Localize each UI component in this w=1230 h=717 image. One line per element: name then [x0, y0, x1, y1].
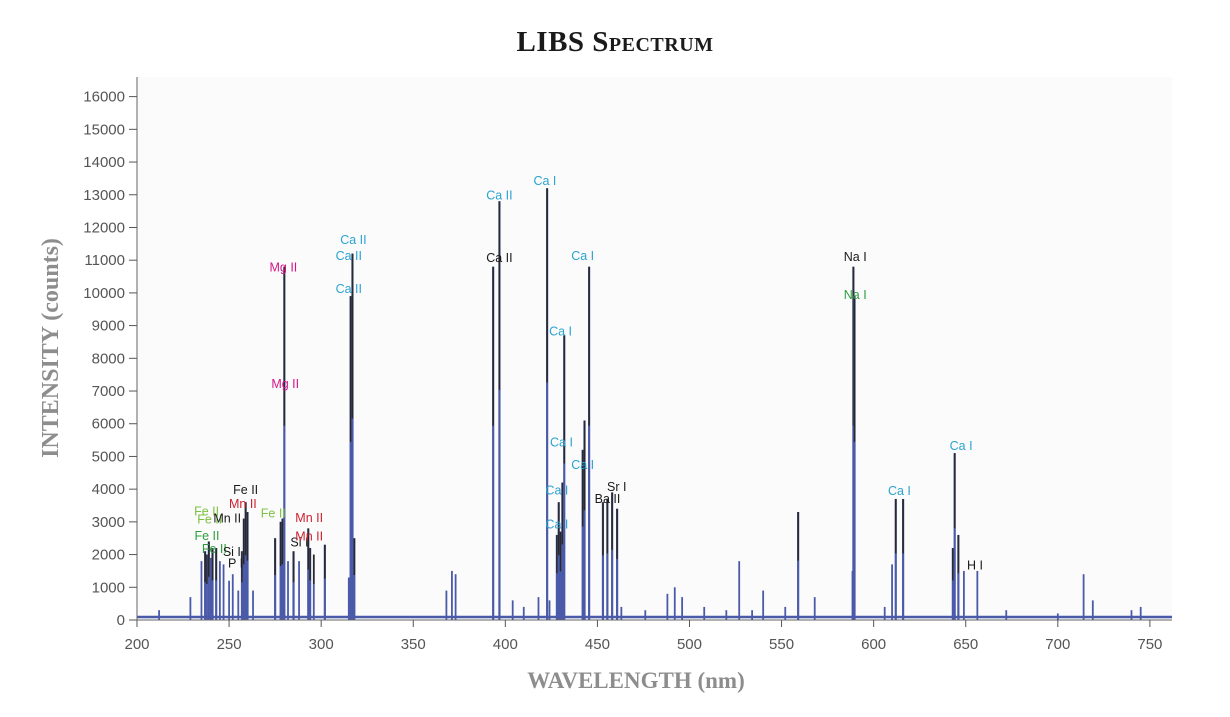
x-tick-label: 450 [585, 636, 610, 653]
x-tick-label: 300 [309, 636, 334, 653]
x-axis-title: WAVELENGTH (nm) [527, 668, 744, 693]
plot-area [137, 77, 1172, 620]
peak-label: Ca I [533, 174, 556, 188]
x-tick-label: 750 [1137, 636, 1162, 653]
peak-label: Ca II [486, 189, 512, 203]
peak-label: Ca I [571, 458, 594, 472]
peak-label: Ca I [545, 518, 568, 532]
y-tick-label: 0 [117, 612, 125, 629]
peak-label: Ca II [336, 282, 362, 296]
x-tick-label: 400 [493, 636, 518, 653]
peak-label: Ca I [549, 324, 572, 338]
y-tick-label: 5000 [92, 448, 125, 465]
peak-label: Ca II [336, 249, 362, 263]
x-tick-label: 350 [401, 636, 426, 653]
peak-label: Ca I [950, 439, 973, 453]
x-tick-label: 250 [217, 636, 242, 653]
peak-label: Si I [223, 545, 241, 559]
y-tick-label: 11000 [84, 252, 125, 269]
y-tick-label: 14000 [83, 154, 125, 171]
x-tick-label: 700 [1045, 636, 1070, 653]
axes-layer: 0 1000 2000 3000 4000 5000 6000 7000 8000 9000 100… [83, 77, 1172, 653]
peak-label: H I [967, 558, 983, 572]
y-tick-label: 2000 [92, 547, 125, 564]
x-tick-label: 500 [677, 636, 702, 653]
peak-label: P I [228, 557, 243, 571]
x-tick-label: 200 [124, 636, 149, 653]
peak-label: Ca I [888, 484, 911, 498]
peak-label: Ca II [340, 233, 366, 247]
peak-label: Mn II [213, 512, 241, 526]
chart-title: LIBS Spectrum [516, 26, 714, 58]
peak-label: Ca I [545, 483, 568, 497]
y-tick-label: 6000 [92, 416, 125, 433]
peak-label: Ca II [486, 251, 512, 265]
x-tick-label: 550 [769, 636, 794, 653]
x-tick-label: 600 [861, 636, 886, 653]
y-tick-label: 9000 [92, 318, 125, 335]
peak-label: Fe II [194, 529, 219, 543]
y-tick-label: 12000 [83, 219, 125, 236]
peak-label: Fe II [202, 542, 227, 556]
x-tick-label: 650 [953, 636, 978, 653]
peak-label: Mn II [295, 530, 323, 544]
peak-label: Na I [844, 288, 867, 302]
y-tick-label: 13000 [83, 187, 125, 204]
peak-label: Mg II [270, 261, 298, 275]
peak-label: Ca I [571, 249, 594, 263]
y-tick-label: 3000 [92, 514, 125, 531]
y-tick-label: 15000 [83, 121, 125, 138]
y-tick-label: 1000 [92, 579, 125, 596]
peak-label: Mn II [295, 511, 323, 525]
peak-label: Mg II [271, 377, 299, 391]
y-tick-label: 8000 [92, 350, 125, 367]
spectrum-layer [137, 188, 1172, 620]
peak-label: Na I [844, 250, 867, 264]
peak-label: Mn II [229, 497, 257, 511]
y-tick-label: 7000 [92, 383, 125, 400]
peak-label: Sr I [607, 480, 626, 494]
peak-label: Fe II [261, 507, 286, 521]
y-axis-title: INTENSITY (counts) [38, 238, 64, 458]
peak-label: Si I [290, 535, 308, 549]
peak-label: Ba II [595, 492, 621, 506]
y-tick-label: 10000 [83, 285, 125, 302]
peak-label: Fe II [233, 483, 258, 497]
y-tick-label: 16000 [83, 89, 125, 106]
peak-label: Fe II [197, 513, 222, 527]
y-tick-label: 4000 [92, 481, 125, 498]
peak-label: Fe II [194, 504, 219, 518]
peak-label: Ca I [550, 436, 573, 450]
